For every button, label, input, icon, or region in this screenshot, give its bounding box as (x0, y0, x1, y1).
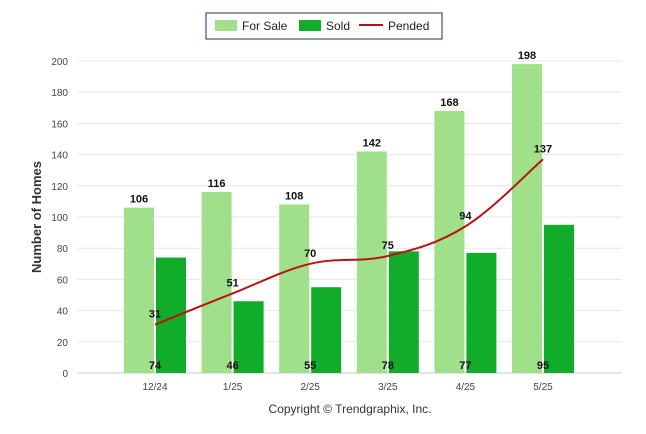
data-label-pended-5: 137 (534, 143, 552, 155)
y-tick-label-100: 100 (51, 213, 68, 224)
data-label-pended-1: 51 (226, 277, 238, 289)
data-label-for-sale-4: 168 (440, 97, 458, 109)
y-tick-label-0: 0 (62, 369, 68, 380)
legend-box (205, 12, 443, 40)
y-tick-label-80: 80 (57, 244, 69, 255)
data-label-pended-4: 94 (459, 210, 472, 222)
bar-sold-0 (156, 257, 186, 373)
bars (124, 64, 574, 374)
y-tick-label-140: 140 (51, 151, 68, 162)
bar-for-sale-4 (434, 110, 465, 374)
y-tick-label-40: 40 (57, 307, 69, 318)
data-label-for-sale-0: 106 (130, 194, 148, 206)
data-label-sold-2: 55 (304, 360, 316, 372)
bar-sold-2 (311, 287, 342, 373)
legend: For Sale Sold Pended (205, 12, 443, 40)
legend-label-pended: Pended (388, 19, 429, 33)
data-label-pended-0: 31 (149, 309, 161, 321)
data-label-for-sale-1: 116 (208, 178, 226, 190)
legend-swatch-for-sale (215, 20, 237, 31)
data-label-sold-1: 46 (226, 360, 238, 372)
x-tick-label-12-24: 12/24 (142, 382, 167, 393)
pended-line-path (154, 158, 544, 326)
y-axis-label: Number of Homes (29, 161, 44, 273)
x-tick-label-5-25: 5/25 (533, 382, 553, 393)
data-label-sold-5: 95 (537, 360, 549, 372)
x-tick-label-2-25: 2/25 (300, 382, 320, 393)
data-label-sold-4: 77 (459, 360, 471, 372)
y-tick-label-120: 120 (51, 182, 68, 193)
x-tick-label-3-25: 3/25 (378, 382, 398, 393)
y-tick-label-60: 60 (57, 275, 69, 286)
bar-for-sale-3 (356, 151, 387, 373)
y-tick-label-180: 180 (51, 88, 68, 99)
bar-sold-5 (544, 224, 574, 373)
legend-swatch-sold (299, 20, 321, 31)
bar-for-sale-2 (279, 204, 310, 373)
data-label-sold-0: 74 (149, 360, 162, 372)
x-axis-ticks: 12/24 1/25 2/25 3/25 4/25 5/25 (142, 382, 553, 393)
bar-for-sale-5 (512, 64, 542, 374)
y-tick-label-200: 200 (51, 57, 68, 68)
data-label-for-sale-2: 108 (285, 191, 303, 203)
x-tick-label-1-25: 1/25 (223, 382, 243, 393)
data-label-for-sale-5: 198 (518, 50, 536, 62)
legend-label-for-sale: For Sale (242, 19, 288, 33)
pended-line (154, 158, 544, 326)
bar-sold-3 (388, 251, 419, 373)
data-labels: 106 116 108 142 168 198 74 46 55 78 77 95 31 51 70 75 94… (130, 50, 552, 372)
y-axis-ticks: 0 20 40 60 80 100 120 140 160 180 200 (51, 57, 68, 380)
bar-sold-4 (466, 252, 497, 373)
bar-sold-1 (233, 301, 264, 373)
data-label-pended-3: 75 (382, 240, 394, 252)
x-tick-label-4-25: 4/25 (456, 382, 476, 393)
data-label-sold-3: 78 (382, 360, 394, 372)
y-tick-label-20: 20 (57, 338, 69, 349)
legend-label-sold: Sold (326, 19, 350, 33)
bar-for-sale-0 (124, 207, 154, 373)
data-label-for-sale-3: 142 (363, 137, 381, 149)
y-tick-label-160: 160 (51, 119, 68, 130)
data-label-pended-2: 70 (304, 248, 316, 260)
copyright-text: Copyright © Trendgraphix, Inc. (269, 402, 432, 416)
bar-for-sale-1 (201, 192, 232, 373)
